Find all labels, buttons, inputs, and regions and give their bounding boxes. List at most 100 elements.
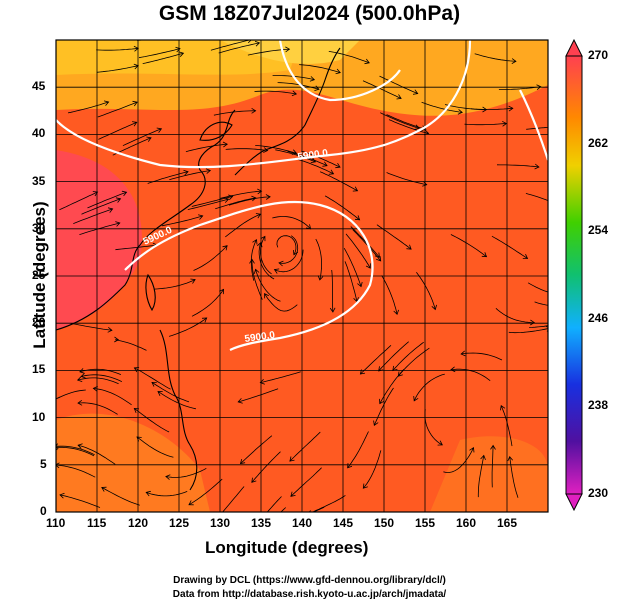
streamline [96,65,139,73]
streamline-arrowhead [310,157,317,163]
streamline [352,229,382,262]
streamline [319,171,358,192]
streamline [260,371,301,383]
streamline [187,198,229,210]
streamline-arrowhead [145,490,151,497]
streamline-arrowhead [502,120,508,127]
streamline [77,444,116,465]
streamline-arrowhead [77,399,83,406]
streamline [421,101,463,113]
streamline-arrowhead [278,260,284,267]
grid-lines [56,40,548,512]
x-tick-label: 120 [128,516,149,530]
streamline-arrowhead [132,100,138,107]
streamline [529,325,548,328]
streamline [136,436,174,458]
streamline-arrowhead [481,252,488,258]
streamline-arrowhead [251,107,257,114]
contour-5900-south [124,200,374,351]
colorbar-bottom-arrow [565,493,583,512]
streamline-arrowhead [536,84,542,91]
streamline-arrowhead [396,94,402,100]
map-title: GSM 18Z07Jul2024 (500.0hPa) [158,2,461,25]
x-tick-label: 155 [415,516,436,530]
streamline-arrowhead [534,163,540,170]
streamline-arrowhead [309,76,316,82]
streamline [386,114,427,130]
streamline-arrowhead [56,462,60,469]
contour-label: 5900.0 [297,148,329,163]
streamline-arrowhead [365,263,371,269]
streamline [416,272,436,310]
streamline-arrowhead [335,68,341,75]
streamline [96,47,139,51]
streamline [379,75,418,94]
streamline [362,80,402,99]
streamline-arrowhead [256,533,261,538]
y-tick-label: 30 [32,220,46,235]
streamline [450,234,487,258]
streamline [215,197,256,210]
streamline [491,235,528,259]
china-coast [56,109,236,331]
streamline-arrowhead [151,382,157,387]
streamline-arrowhead [101,486,107,492]
streamline [165,468,207,478]
streamline-arrowhead [228,194,234,201]
streamline [347,431,369,469]
streamline [255,145,297,154]
streamline [168,317,207,337]
streamline [290,467,322,497]
streamline [134,408,170,433]
streamline [450,368,491,382]
streamline [289,431,321,462]
streamline [500,405,513,447]
y-tick-label: 5 [40,456,47,471]
streamline-arrowhead [254,40,261,47]
streamline-arrowhead [174,33,178,38]
streamline [222,486,245,512]
streamline-arrowhead [507,455,514,462]
geopotential-contours [56,40,548,351]
streamline-arrowhead [133,408,140,414]
streamline [526,126,548,130]
y-tick-label: 40 [32,126,46,141]
streamline [315,238,322,280]
streamline-arrowhead [115,221,121,227]
streamline-arrowhead [260,235,266,242]
streamline-arrowhead [329,307,336,313]
streamline [381,275,398,315]
streamline [238,388,279,403]
streamline [56,445,95,456]
streamline-arrowhead [373,420,379,426]
streamline-arrowhead [376,256,382,262]
streamline [59,494,101,508]
streamline-arrowhead [59,492,65,499]
colorbar-tick-label: 238 [588,398,609,413]
streamline-arrowhead [290,491,296,497]
y-tick-label: 15 [32,362,46,377]
streamline-arrowhead [437,440,443,446]
field-layer [56,33,548,538]
y-tick-label: 0 [40,504,47,518]
x-tick-label: 135 [251,516,272,530]
streamline [301,150,341,168]
x-tick-label: 110 [46,516,66,530]
streamline-arrowhead [157,391,163,396]
japan-coast [234,47,341,176]
streamline [161,215,203,227]
streamline-arrowhead [522,254,529,259]
streamline-arrowhead [508,105,514,112]
streamline [93,388,132,406]
streamline-arrowhead [263,147,269,153]
korea-coast [199,121,233,141]
streamline-arrowhead [257,188,263,195]
streamline [254,90,297,95]
streamline [534,301,548,306]
streamline-arrowhead [393,309,399,316]
streamline-arrowhead [165,474,171,480]
streamline [115,244,158,251]
streamline-arrowhead [201,317,208,323]
x-tick-label: 145 [333,516,354,530]
streamline [331,269,334,313]
